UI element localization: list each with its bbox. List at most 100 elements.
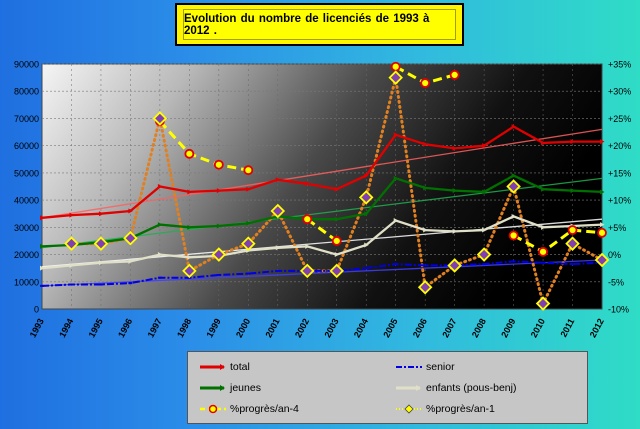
point-enfants-pous-benj- <box>482 227 487 233</box>
y-left-tick-label: 50000 <box>14 168 39 178</box>
legend-swatch-total <box>200 364 225 370</box>
y-right-tick-label: -5% <box>608 277 624 287</box>
x-tick-label: 1994 <box>57 317 75 339</box>
x-tick-label: 1995 <box>87 317 105 339</box>
point-total <box>511 124 517 130</box>
point-enfants-pous-benj- <box>187 254 192 260</box>
point-total <box>452 145 458 151</box>
point-jeunes <box>40 243 45 249</box>
legend-label-enfants: enfants (pous-benj) <box>426 382 517 394</box>
x-tick-label: 2004 <box>352 317 370 339</box>
point-total <box>364 173 369 179</box>
point--progr-s-an-1 <box>388 70 403 85</box>
point--progr-s-an-1 <box>594 252 610 268</box>
legend-item-total: total <box>198 360 250 374</box>
point-jeunes <box>157 222 163 228</box>
legend-item-enfants: enfants (pous-benj) <box>394 381 516 395</box>
point-enfants-pous-benj- <box>40 265 45 271</box>
legend-label-progres-an4: %progrès/an-4 <box>230 403 299 415</box>
point-enfants-pous-benj- <box>511 213 517 219</box>
y-right-tick-label: +35% <box>608 60 631 70</box>
point-total <box>600 139 605 145</box>
point-jeunes <box>334 216 340 222</box>
legend-label-progres-an1: %progrès/an-1 <box>426 403 495 415</box>
legend-swatch-enfants <box>396 385 421 391</box>
point--progr-s-an-1 <box>123 230 138 246</box>
point--progr-s-an-1 <box>506 179 521 194</box>
point--progr-s-an-4 <box>567 225 578 235</box>
series-markers <box>40 61 610 311</box>
point--progr-s-an-4 <box>538 246 548 257</box>
point-enfants-pous-benj- <box>452 228 458 234</box>
point-jeunes <box>364 211 369 217</box>
point-enfants-pous-benj- <box>334 252 340 258</box>
point--progr-s-an-1 <box>152 111 168 126</box>
legend-swatch-senior <box>396 366 422 368</box>
y-left-tick-label: 30000 <box>14 223 39 233</box>
point--progr-s-an-4 <box>597 227 607 238</box>
point--progr-s-an-1 <box>241 236 256 251</box>
y-right-tick-label: +25% <box>608 114 631 124</box>
point-total <box>40 215 45 221</box>
legend: total senior jeunes enfants (pous-benj) … <box>187 351 588 424</box>
point-total <box>128 208 133 214</box>
point--progr-s-an-1 <box>64 236 79 251</box>
point--progr-s-an-4 <box>420 78 431 88</box>
point-jeunes <box>541 186 546 192</box>
point-total <box>570 139 576 145</box>
y-left-tick-label: 80000 <box>14 87 39 97</box>
point-total <box>482 143 487 149</box>
x-tick-label: 2001 <box>263 317 281 339</box>
x-tick-label: 2006 <box>411 317 429 339</box>
point--progr-s-an-4 <box>508 230 519 241</box>
point-jeunes <box>393 175 399 181</box>
y-left-tick-label: 70000 <box>14 114 39 124</box>
point--progr-s-an-1 <box>447 258 462 273</box>
y-left-tick-label: 60000 <box>14 141 39 151</box>
x-tick-label: 1998 <box>175 317 193 339</box>
y-right-tick-label: +20% <box>608 141 631 151</box>
point-enfants-pous-benj- <box>98 260 104 266</box>
point--progr-s-an-1 <box>299 263 315 279</box>
legend-swatch-progres-an4 <box>200 404 226 414</box>
x-tick-label: 2003 <box>322 317 340 339</box>
point-jeunes <box>511 173 517 179</box>
point-total <box>216 188 222 194</box>
point-total <box>334 186 340 192</box>
point--progr-s-an-4 <box>390 61 401 72</box>
y-left-tick-label: 20000 <box>14 250 39 260</box>
point--progr-s-an-1 <box>93 236 109 251</box>
point-enfants-pous-benj- <box>423 227 428 233</box>
point--progr-s-an-1 <box>182 263 197 279</box>
point-total <box>393 132 399 138</box>
x-tick-label: 2000 <box>234 317 252 339</box>
y-left-tick-label: 90000 <box>14 60 39 70</box>
point-enfants-pous-benj- <box>305 243 310 249</box>
legend-item-jeunes: jeunes <box>198 381 261 395</box>
x-tick-label: 2002 <box>293 317 311 339</box>
x-tick-label: 2011 <box>558 317 576 339</box>
point-total <box>98 211 104 217</box>
point-jeunes <box>216 223 222 229</box>
point-jeunes <box>482 189 487 195</box>
y-left-tick-label: 0 <box>34 305 39 315</box>
title-box: Evolution du nombre de licenciés de 1993… <box>175 3 464 46</box>
point-enfants-pous-benj- <box>600 222 605 228</box>
point-jeunes <box>246 220 251 226</box>
point--progr-s-an-4 <box>449 69 460 80</box>
point--progr-s-an-4 <box>184 148 195 159</box>
point--progr-s-an-1 <box>535 296 551 311</box>
point--progr-s-an-4 <box>302 214 313 225</box>
y-right-tick-label: -10% <box>608 305 629 315</box>
point-enfants-pous-benj- <box>393 218 399 224</box>
x-tick-label: 2009 <box>499 317 517 339</box>
point-jeunes <box>187 224 192 230</box>
point-total <box>69 212 74 218</box>
point--progr-s-an-1 <box>565 236 580 251</box>
point--progr-s-an-1 <box>270 203 286 219</box>
point-total <box>157 184 163 189</box>
series-line--progr-s-an-4 <box>158 65 603 254</box>
x-tick-label: 2010 <box>529 317 547 339</box>
legend-item-progres-an4: %progrès/an-4 <box>198 402 299 416</box>
